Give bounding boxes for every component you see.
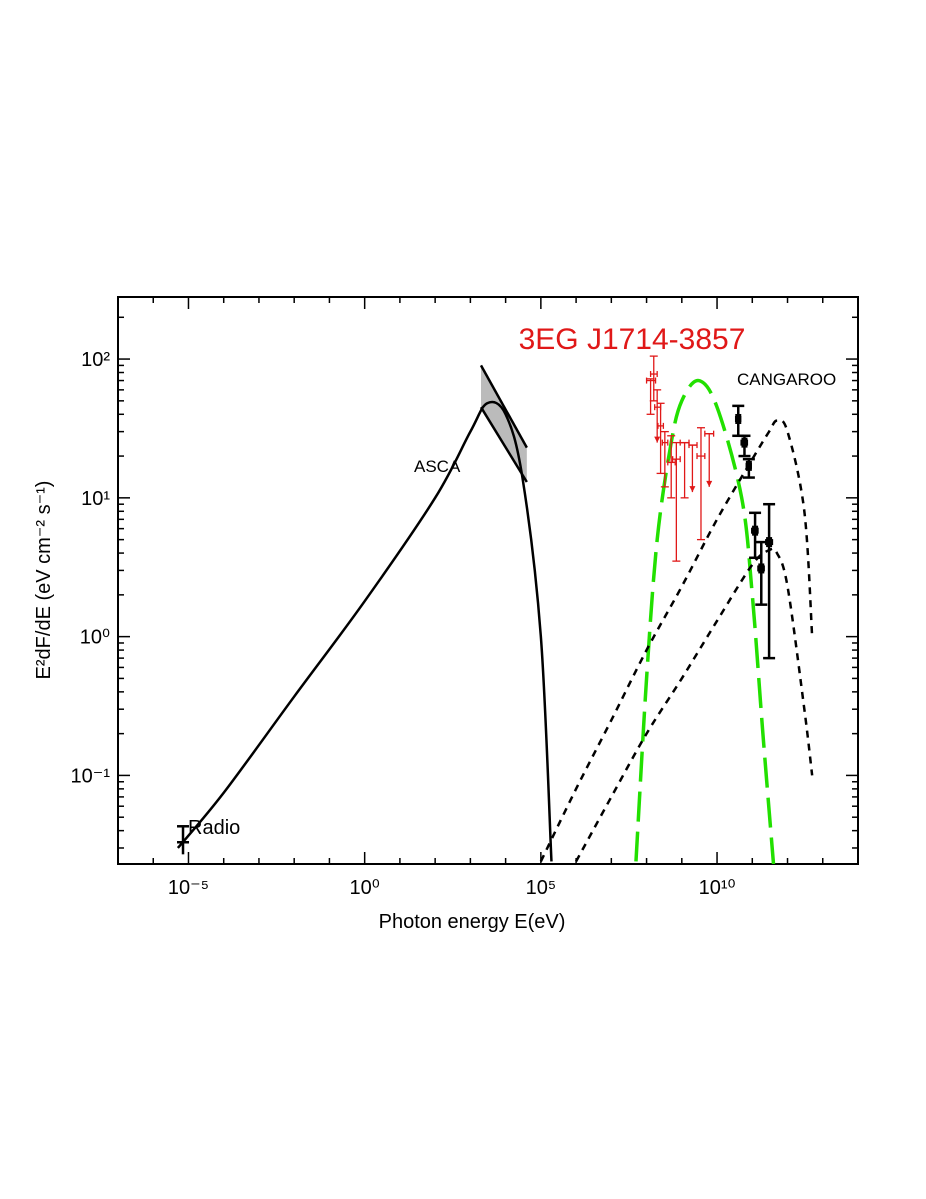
y-tick-label: 10¹ bbox=[81, 488, 110, 510]
egret-point-arrow bbox=[654, 436, 661, 443]
x-tick-label: 10⁰ bbox=[350, 877, 380, 899]
series-line-short-dash-black bbox=[574, 547, 814, 863]
annotation-radio: Radio bbox=[188, 817, 240, 839]
cangaroo-marker bbox=[735, 413, 742, 424]
cangaroo-marker bbox=[766, 537, 773, 548]
cangaroo-marker bbox=[745, 460, 752, 471]
y-tick-label: 10⁻¹ bbox=[71, 765, 111, 787]
plot-frame bbox=[117, 296, 859, 865]
x-tick-label: 10¹⁰ bbox=[699, 877, 736, 899]
egret-point-arrow bbox=[706, 480, 713, 487]
annotation-asca: ASCA bbox=[414, 457, 461, 476]
asca-band bbox=[480, 365, 527, 483]
series-line-solid-black bbox=[176, 400, 553, 862]
asca-lower-line bbox=[479, 406, 528, 483]
y-axis-label: E²dF/dE (eV cm⁻² s⁻¹) bbox=[33, 481, 55, 680]
cangaroo-marker bbox=[758, 563, 765, 574]
series-line-long-dash-green bbox=[634, 378, 776, 864]
series-line-short-dash-black bbox=[539, 418, 814, 862]
x-tick-label: 10⁻⁵ bbox=[168, 877, 209, 899]
y-tick-label: 10² bbox=[81, 349, 110, 371]
egret-point-arrow bbox=[689, 486, 696, 493]
annotation-cangaroo: CANGAROO bbox=[737, 370, 836, 389]
y-tick-label: 10⁰ bbox=[80, 627, 110, 649]
chart-title: 3EG J1714-3857 bbox=[519, 323, 746, 356]
asca-upper-line bbox=[479, 364, 528, 449]
x-axis-label: Photon energy E(eV) bbox=[379, 911, 566, 933]
x-tick-label: 10⁵ bbox=[526, 877, 557, 899]
cangaroo-marker bbox=[741, 437, 748, 448]
cangaroo-marker bbox=[752, 525, 759, 536]
